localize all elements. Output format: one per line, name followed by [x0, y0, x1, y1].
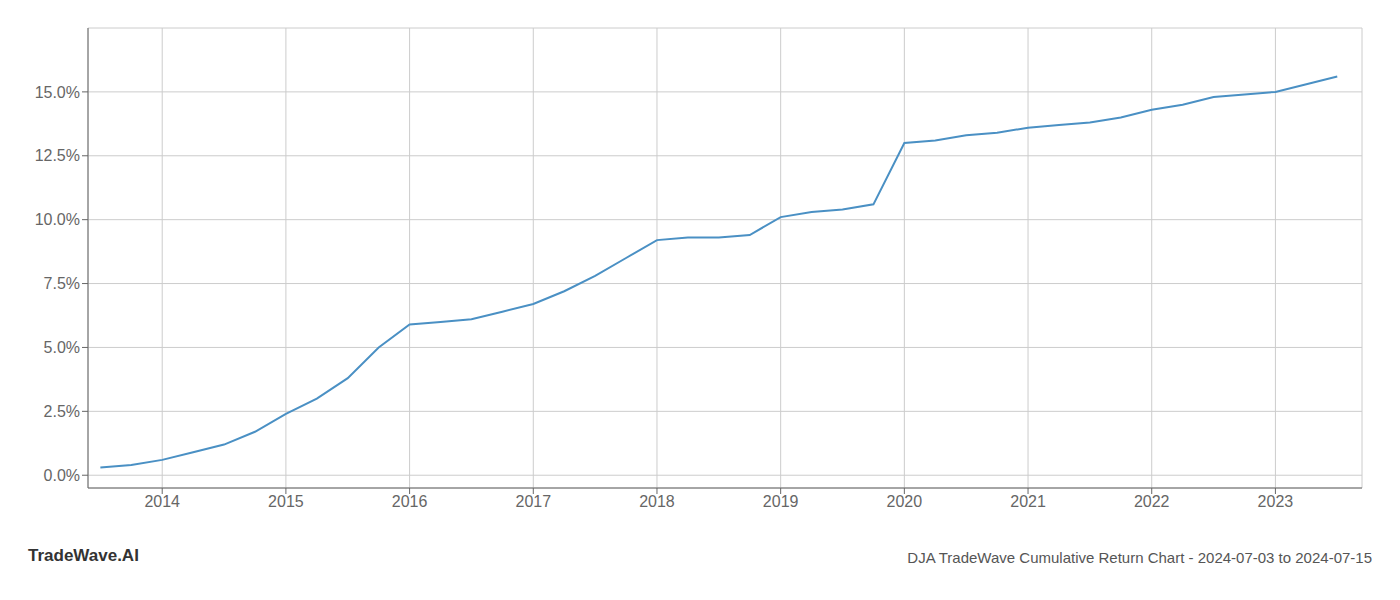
svg-text:10.0%: 10.0%	[35, 211, 80, 228]
svg-text:2017: 2017	[515, 493, 551, 510]
svg-text:2.5%: 2.5%	[44, 403, 80, 420]
svg-text:2014: 2014	[144, 493, 180, 510]
svg-text:7.5%: 7.5%	[44, 275, 80, 292]
svg-text:15.0%: 15.0%	[35, 84, 80, 101]
svg-text:2020: 2020	[887, 493, 923, 510]
svg-text:5.0%: 5.0%	[44, 339, 80, 356]
svg-text:12.5%: 12.5%	[35, 147, 80, 164]
svg-text:2015: 2015	[268, 493, 304, 510]
svg-text:0.0%: 0.0%	[44, 467, 80, 484]
html-text:TradeWave.AI: TradeWave.AI	[28, 546, 139, 565]
html-text:DJA TradeWave Cumulative Retur: DJA TradeWave Cumulative Return Chart - …	[907, 549, 1372, 566]
svg-text:2022: 2022	[1134, 493, 1170, 510]
svg-text:2021: 2021	[1010, 493, 1046, 510]
svg-text:2018: 2018	[639, 493, 675, 510]
svg-text:2019: 2019	[763, 493, 799, 510]
svg-text:2016: 2016	[392, 493, 428, 510]
svg-text:2023: 2023	[1258, 493, 1294, 510]
